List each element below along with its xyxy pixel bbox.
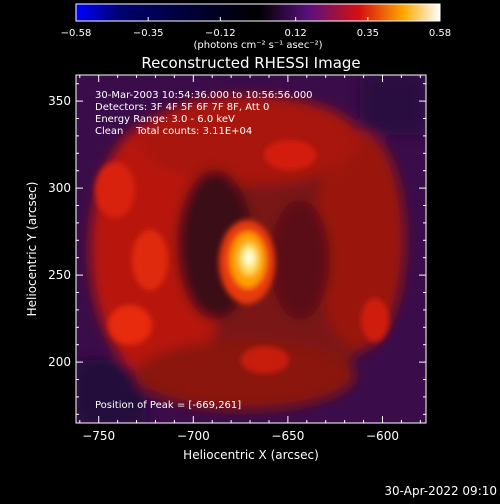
colorbar-tick-label: −0.35 <box>133 28 164 39</box>
x-tick-label: −750 <box>82 429 115 443</box>
y-tick-label: 200 <box>48 355 71 369</box>
colorbar-ticks: −0.58 −0.35 −0.12 0.12 0.35 0.58 <box>61 17 451 39</box>
chart-title: Reconstructed RHESSI Image <box>141 54 360 72</box>
colorbar-tick-label: −0.12 <box>205 28 236 39</box>
info-line-energy: Energy Range: 3.0 - 6.0 keV <box>95 114 235 125</box>
info-line-detectors: Detectors: 3F 4F 5F 6F 7F 8F, Att 0 <box>95 102 269 113</box>
info-line-time: 30-Mar-2003 10:54:36.000 to 10:56:56.000 <box>95 90 313 101</box>
colorbar-tick-label: 0.35 <box>357 28 379 39</box>
y-tick-label: 350 <box>48 94 71 108</box>
x-tick-label: −600 <box>366 429 399 443</box>
y-axis-label: Heliocentric Y (arcsec) <box>25 182 39 317</box>
colorbar-tick-label: 0.12 <box>285 28 307 39</box>
corner-tr <box>360 75 426 135</box>
x-tick-label: −700 <box>177 429 210 443</box>
x-axis-label: Heliocentric X (arcsec) <box>183 448 319 462</box>
footer-timestamp: 30-Apr-2022 09:10 <box>384 484 497 498</box>
plot-frame <box>75 74 427 424</box>
x-tick-label: −650 <box>271 429 304 443</box>
x-axis: −750 −700 −650 −600 <box>79 75 421 443</box>
info-line-counts: Clean Total counts: 3.11E+04 <box>95 126 252 137</box>
y-axis: 200 250 300 350 <box>48 83 426 415</box>
colorbar <box>75 3 441 22</box>
y-tick-label: 250 <box>48 268 71 282</box>
peak-position-label: Position of Peak = [-669,261] <box>95 400 241 411</box>
peak-source <box>219 220 275 304</box>
colorbar-tick-label: 0.58 <box>429 28 451 39</box>
colorbar-unit-label: (photons cm⁻² s⁻¹ asec⁻²) <box>193 40 322 51</box>
heatmap-image <box>76 75 426 423</box>
y-tick-label: 300 <box>48 181 71 195</box>
colorbar-tick-label: −0.58 <box>61 28 92 39</box>
